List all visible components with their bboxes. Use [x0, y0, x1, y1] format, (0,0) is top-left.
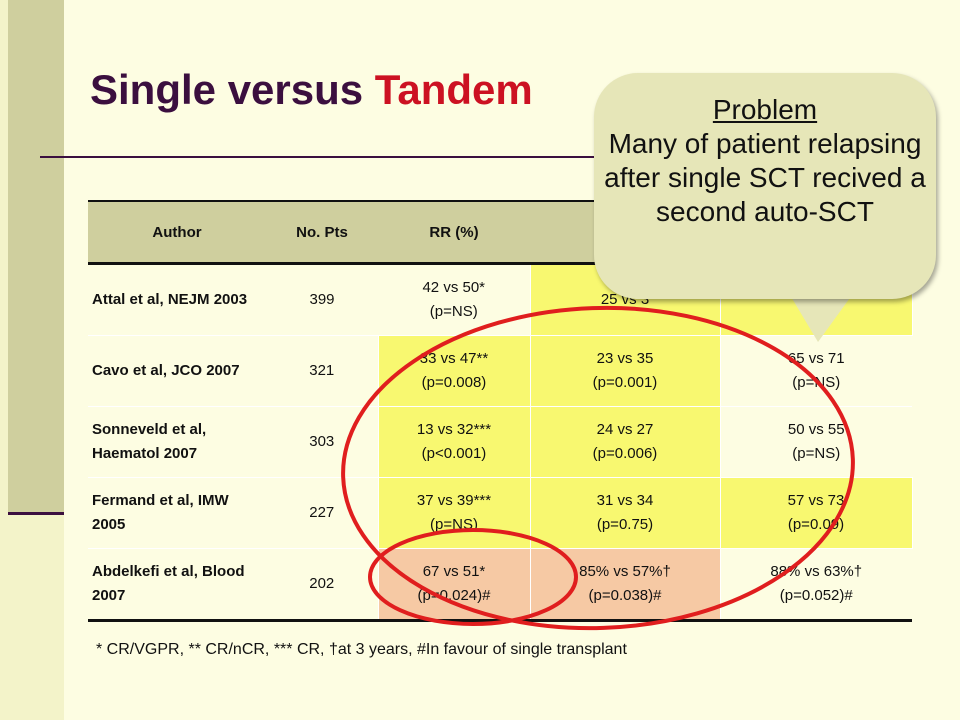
row-col4-value: 31 vs 34 — [596, 492, 654, 509]
side-stripe — [8, 0, 64, 512]
row-col4-value: 23 vs 35 — [596, 350, 654, 367]
row-rr-value: 42 vs 50* — [422, 279, 486, 296]
row-rr-p: (p=NS) — [429, 303, 478, 320]
row-rr-value: 13 vs 32*** — [416, 421, 492, 438]
row-rr-p: (p<0.001) — [421, 445, 487, 462]
footnote: * CR/VGPR, ** CR/nCR, *** CR, †at 3 year… — [96, 641, 627, 658]
row-rr: 67 vs 51* (p=0.024)# — [377, 548, 531, 621]
side-accent-line — [8, 512, 64, 515]
title-part2: Tandem — [374, 66, 533, 113]
row-col5-value: 65 vs 71 — [787, 350, 845, 367]
row-col5-value: 50 vs 55 — [787, 421, 845, 438]
row-rr-p: (p=0.024)# — [417, 587, 491, 604]
title-part1: Single versus — [90, 66, 375, 113]
row-author: Abdelkefi et al, Blood 2007 — [92, 563, 245, 604]
row-col5: 50 vs 55 (p=NS) — [720, 406, 912, 478]
slide-title: Single versus Tandem — [90, 66, 533, 114]
row-col4: 31 vs 34 (p=0.75) — [529, 477, 721, 549]
row-col4: 23 vs 35 (p=0.001) — [529, 335, 721, 407]
row-col4-p: (p=0.006) — [592, 445, 658, 462]
row-col4-value: 85% vs 57%† — [579, 563, 671, 580]
row-col5-p: (p=0.052)# — [779, 587, 853, 604]
row-rr-value: 67 vs 51* — [422, 563, 486, 580]
problem-callout: Problem Many of patient relapsing after … — [594, 73, 936, 299]
callout-body: Many of patient relapsing after single S… — [604, 128, 926, 227]
header-author: Author — [88, 200, 266, 265]
title-rule — [40, 156, 920, 158]
row-col4: 85% vs 57%† (p=0.038)# — [529, 548, 721, 621]
large-red-ellipse — [341, 305, 855, 631]
table-row: Abdelkefi et al, Blood 2007 202 67 vs 51… — [88, 548, 912, 621]
row-pts: 321 — [266, 335, 378, 407]
small-red-ellipse — [368, 528, 578, 626]
row-col4: 24 vs 27 (p=0.006) — [529, 406, 721, 478]
row-col4-p: (p=0.038)# — [588, 587, 662, 604]
row-pts: 399 — [266, 263, 378, 336]
header-rr: RR (%) — [378, 200, 530, 265]
row-rr-p: (p=0.008) — [421, 374, 487, 391]
row-rr-value: 37 vs 39*** — [416, 492, 492, 509]
row-author: Sonneveld et al, Haematol 2007 — [92, 421, 207, 462]
table-row: Sonneveld et al, Haematol 2007 303 13 vs… — [88, 406, 912, 478]
row-rr: 13 vs 32*** (p<0.001) — [377, 406, 531, 478]
row-col5-p: (p=NS) — [792, 445, 841, 462]
row-col5: 88% vs 63%† (p=0.052)# — [720, 548, 912, 621]
row-col4-p: (p=0.75) — [596, 516, 654, 533]
row-author: Cavo et al, JCO 2007 — [92, 362, 240, 379]
row-col5: 57 vs 73 (p=0.09) — [719, 477, 913, 549]
row-pts: 202 — [266, 548, 378, 621]
row-col4-p: (p=0.001) — [592, 374, 658, 391]
callout-heading: Problem — [712, 94, 818, 125]
row-author: Fermand et al, IMW 2005 — [92, 492, 229, 533]
row-col4-value: 24 vs 27 — [596, 421, 654, 438]
row-col5-value: 57 vs 73 — [787, 492, 845, 509]
table-row: Fermand et al, IMW 2005 227 37 vs 39***(… — [88, 477, 913, 549]
row-rr: 37 vs 39*** (p=NS) — [377, 477, 531, 549]
row-pts: 227 — [266, 477, 378, 549]
row-author: Attal et al, NEJM 2003 — [92, 291, 248, 308]
row-rr-value: 33 vs 47** — [419, 350, 489, 367]
row-rr: 42 vs 50* (p=NS) — [378, 263, 530, 336]
header-no-pts: No. Pts — [266, 200, 378, 265]
row-col5: 65 vs 71 (p=NS) — [720, 335, 912, 407]
